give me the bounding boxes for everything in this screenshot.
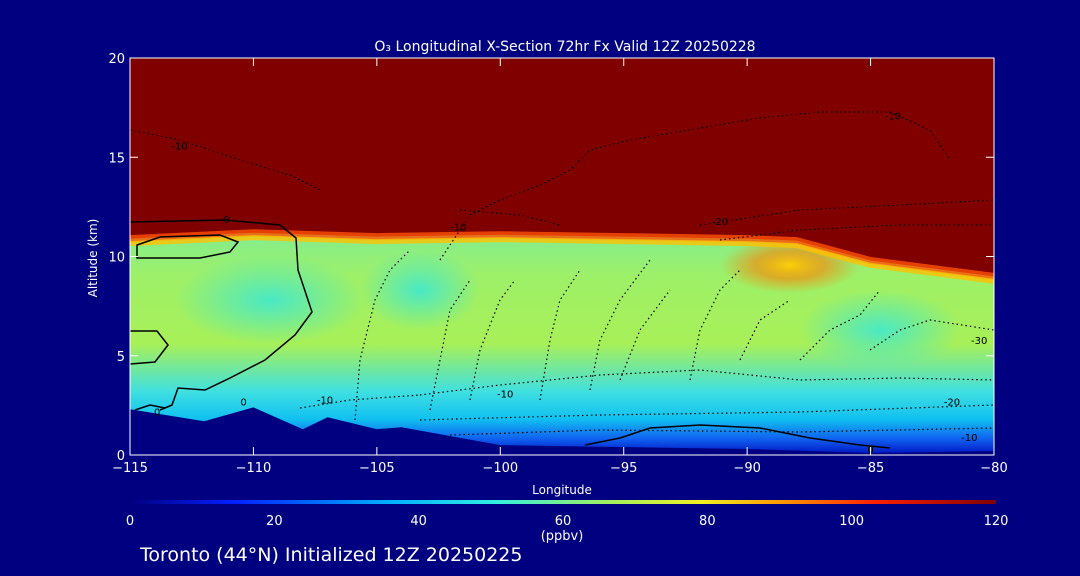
colorbar-unit-label: (ppbv) xyxy=(541,529,584,544)
x-tick-label: −115 xyxy=(112,461,148,476)
contour-label: 0 xyxy=(223,215,229,226)
y-tick-label: 0 xyxy=(117,449,125,464)
colorbar-tick-label: 120 xyxy=(984,514,1009,529)
contour-line-dotted xyxy=(699,199,994,226)
contour-line-solid xyxy=(130,330,169,365)
x-tick-label: −80 xyxy=(980,461,1007,476)
contour-line-dotted xyxy=(589,259,651,391)
contour-label: -10 xyxy=(497,390,513,401)
contour-line-solid xyxy=(136,234,240,259)
y-tick-label: 15 xyxy=(108,151,125,166)
colorbar-tick-label: 0 xyxy=(126,514,134,529)
chart-title: O₃ Longitudinal X-Section 72hr Fx Valid … xyxy=(374,39,755,55)
contour-line-solid xyxy=(584,424,891,449)
y-tick-label: 5 xyxy=(117,350,125,365)
x-axis: −115 −110 −105 −100 −95 −90 −85 −80 xyxy=(112,58,1008,476)
contour-label: -20 xyxy=(712,217,728,228)
contour-label: 0 xyxy=(154,407,160,418)
contour-label: -10 xyxy=(450,223,466,234)
contour-line-solid xyxy=(134,404,166,411)
contour-label: -10 xyxy=(885,112,901,123)
contour-line-dotted xyxy=(299,394,421,409)
tropopause-edge xyxy=(130,235,994,284)
contour-line-solid xyxy=(130,219,313,411)
colorbar-gradient xyxy=(130,500,996,504)
colorbar-tick-label: 100 xyxy=(839,514,864,529)
contour-lines xyxy=(130,111,994,449)
contour-line-dotted xyxy=(469,279,516,401)
x-tick-label: −100 xyxy=(482,461,518,476)
caption: Toronto (44°N) Initialized 12Z 20250225 xyxy=(139,544,523,566)
contour-label: -30 xyxy=(971,336,987,347)
tropopause-edge xyxy=(130,229,994,280)
colorbar-ticks: 0 20 40 60 80 100 120 xyxy=(126,514,1009,529)
contour-line-dotted xyxy=(869,319,994,351)
y-tick-label: 20 xyxy=(108,52,125,67)
colorbar-tick-label: 20 xyxy=(266,514,283,529)
x-tick-label: −105 xyxy=(359,461,395,476)
colorbar-tick-label: 60 xyxy=(555,514,572,529)
colorbar: 0 20 40 60 80 100 120 (ppbv) xyxy=(126,500,1009,544)
contour-line-dotted xyxy=(419,404,994,421)
contour-line-dotted xyxy=(719,224,994,241)
contour-line-dotted xyxy=(739,299,791,361)
contour-line-dotted xyxy=(689,269,741,381)
x-tick-label: −95 xyxy=(610,461,637,476)
cyan-region xyxy=(175,255,365,345)
colorbar-tick-label: 80 xyxy=(699,514,716,529)
contour-label: -10 xyxy=(961,433,977,444)
y-axis-label: Altitude (km) xyxy=(86,219,100,298)
contour-label: -10 xyxy=(171,141,187,152)
contour-label: -20 xyxy=(944,397,960,408)
x-tick-label: −85 xyxy=(857,461,884,476)
contour-line-dotted xyxy=(419,369,994,396)
contour-line-dotted xyxy=(539,269,581,401)
stratosphere-region xyxy=(130,58,994,277)
contour-line-dotted xyxy=(354,249,411,421)
y-axis: 0 5 10 15 20 xyxy=(108,52,994,464)
cyan-region xyxy=(800,290,960,370)
contour-line-dotted xyxy=(799,289,881,361)
y-tick-label: 10 xyxy=(108,251,125,266)
x-tick-label: −110 xyxy=(236,461,272,476)
plot-area: 0000-10-10-10-10-10-10-20-20-30 xyxy=(130,58,994,455)
terrain-mask xyxy=(130,407,994,455)
x-tick-label: −90 xyxy=(733,461,760,476)
cyan-region xyxy=(360,250,480,330)
x-axis-label: Longitude xyxy=(532,483,592,497)
contour-label: -10 xyxy=(317,395,333,406)
contour-label: 0 xyxy=(240,397,246,408)
colorbar-tick-label: 40 xyxy=(410,514,427,529)
